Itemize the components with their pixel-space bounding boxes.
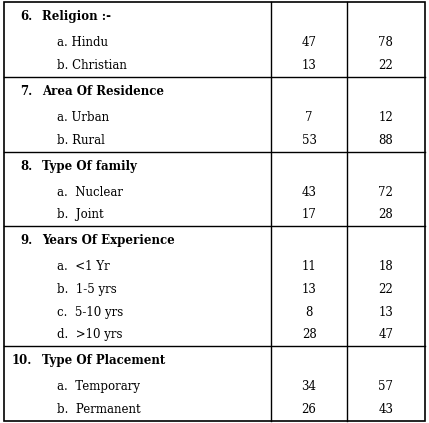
Text: 8: 8: [305, 306, 313, 319]
Text: 88: 88: [378, 134, 393, 147]
Text: 17: 17: [302, 209, 317, 221]
Text: 43: 43: [302, 186, 317, 199]
Text: b. Rural: b. Rural: [57, 134, 105, 147]
Text: 11: 11: [302, 261, 317, 273]
Text: Type Of family: Type Of family: [42, 160, 137, 173]
Text: Years Of Experience: Years Of Experience: [42, 234, 175, 247]
Text: b. Christian: b. Christian: [57, 59, 127, 72]
Text: Type Of Placement: Type Of Placement: [42, 354, 166, 368]
Text: 47: 47: [378, 328, 393, 341]
Text: 7.: 7.: [20, 85, 32, 98]
Text: 72: 72: [378, 186, 393, 199]
Text: 7: 7: [305, 111, 313, 124]
Text: a. Hindu: a. Hindu: [57, 36, 108, 49]
Text: Religion :-: Religion :-: [42, 10, 111, 23]
Text: c.  5-10 yrs: c. 5-10 yrs: [57, 306, 124, 319]
Text: 10.: 10.: [12, 354, 32, 368]
Text: a.  Nuclear: a. Nuclear: [57, 186, 123, 199]
Text: d.  >10 yrs: d. >10 yrs: [57, 328, 123, 341]
Text: a. Urban: a. Urban: [57, 111, 109, 124]
Text: a.  Temporary: a. Temporary: [57, 380, 140, 393]
Text: 9.: 9.: [20, 234, 32, 247]
Text: Area Of Residence: Area Of Residence: [42, 85, 164, 98]
Text: 28: 28: [302, 328, 317, 341]
Text: 8.: 8.: [20, 160, 32, 173]
Text: 18: 18: [378, 261, 393, 273]
Text: 12: 12: [378, 111, 393, 124]
Text: 53: 53: [302, 134, 317, 147]
Text: 47: 47: [302, 36, 317, 49]
Text: 78: 78: [378, 36, 393, 49]
Text: 34: 34: [302, 380, 317, 393]
Text: b.  Permanent: b. Permanent: [57, 403, 141, 416]
Text: b.  Joint: b. Joint: [57, 209, 104, 221]
Text: 57: 57: [378, 380, 393, 393]
Text: 22: 22: [378, 59, 393, 72]
Text: 6.: 6.: [20, 10, 32, 23]
Text: 13: 13: [302, 59, 317, 72]
Text: 28: 28: [378, 209, 393, 221]
Text: 13: 13: [378, 306, 393, 319]
Text: a.  <1 Yr: a. <1 Yr: [57, 261, 110, 273]
Text: 22: 22: [378, 283, 393, 296]
Text: 26: 26: [302, 403, 317, 416]
Text: 13: 13: [302, 283, 317, 296]
Text: b.  1-5 yrs: b. 1-5 yrs: [57, 283, 117, 296]
Text: 43: 43: [378, 403, 393, 416]
